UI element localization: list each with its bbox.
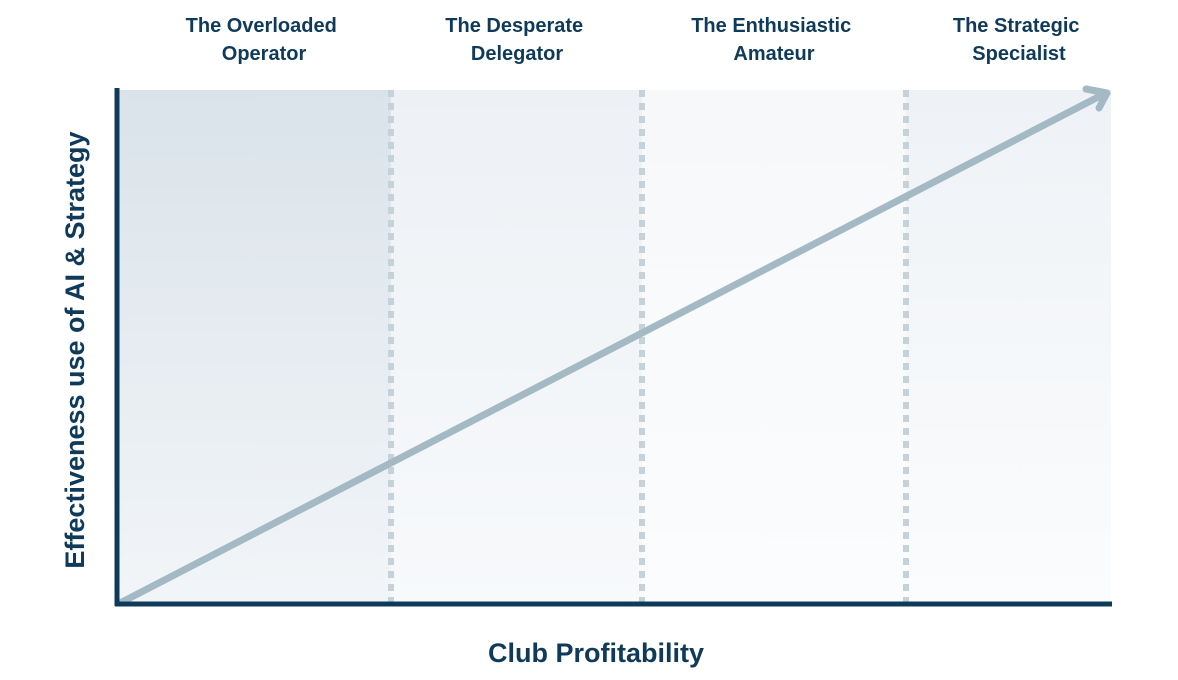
stage-label-1: The Overloaded Operator [186,15,343,65]
band-strategic-specialist [906,90,1111,604]
band-enthusiastic-amateur [642,90,906,604]
x-axis-label: Club Profitability [488,638,704,668]
stage-label-4: The Strategic Specialist [953,15,1085,65]
band-overloaded-operator [119,90,391,604]
band-desperate-delegator [391,90,642,604]
y-axis-label: Effectiveness use of AI & Strategy [60,131,90,568]
stage-label-2: The Desperate Delegator [445,15,588,65]
trend-arrow [118,85,1111,606]
stage-label-3: The Enthusiastic Amateur [691,15,857,65]
